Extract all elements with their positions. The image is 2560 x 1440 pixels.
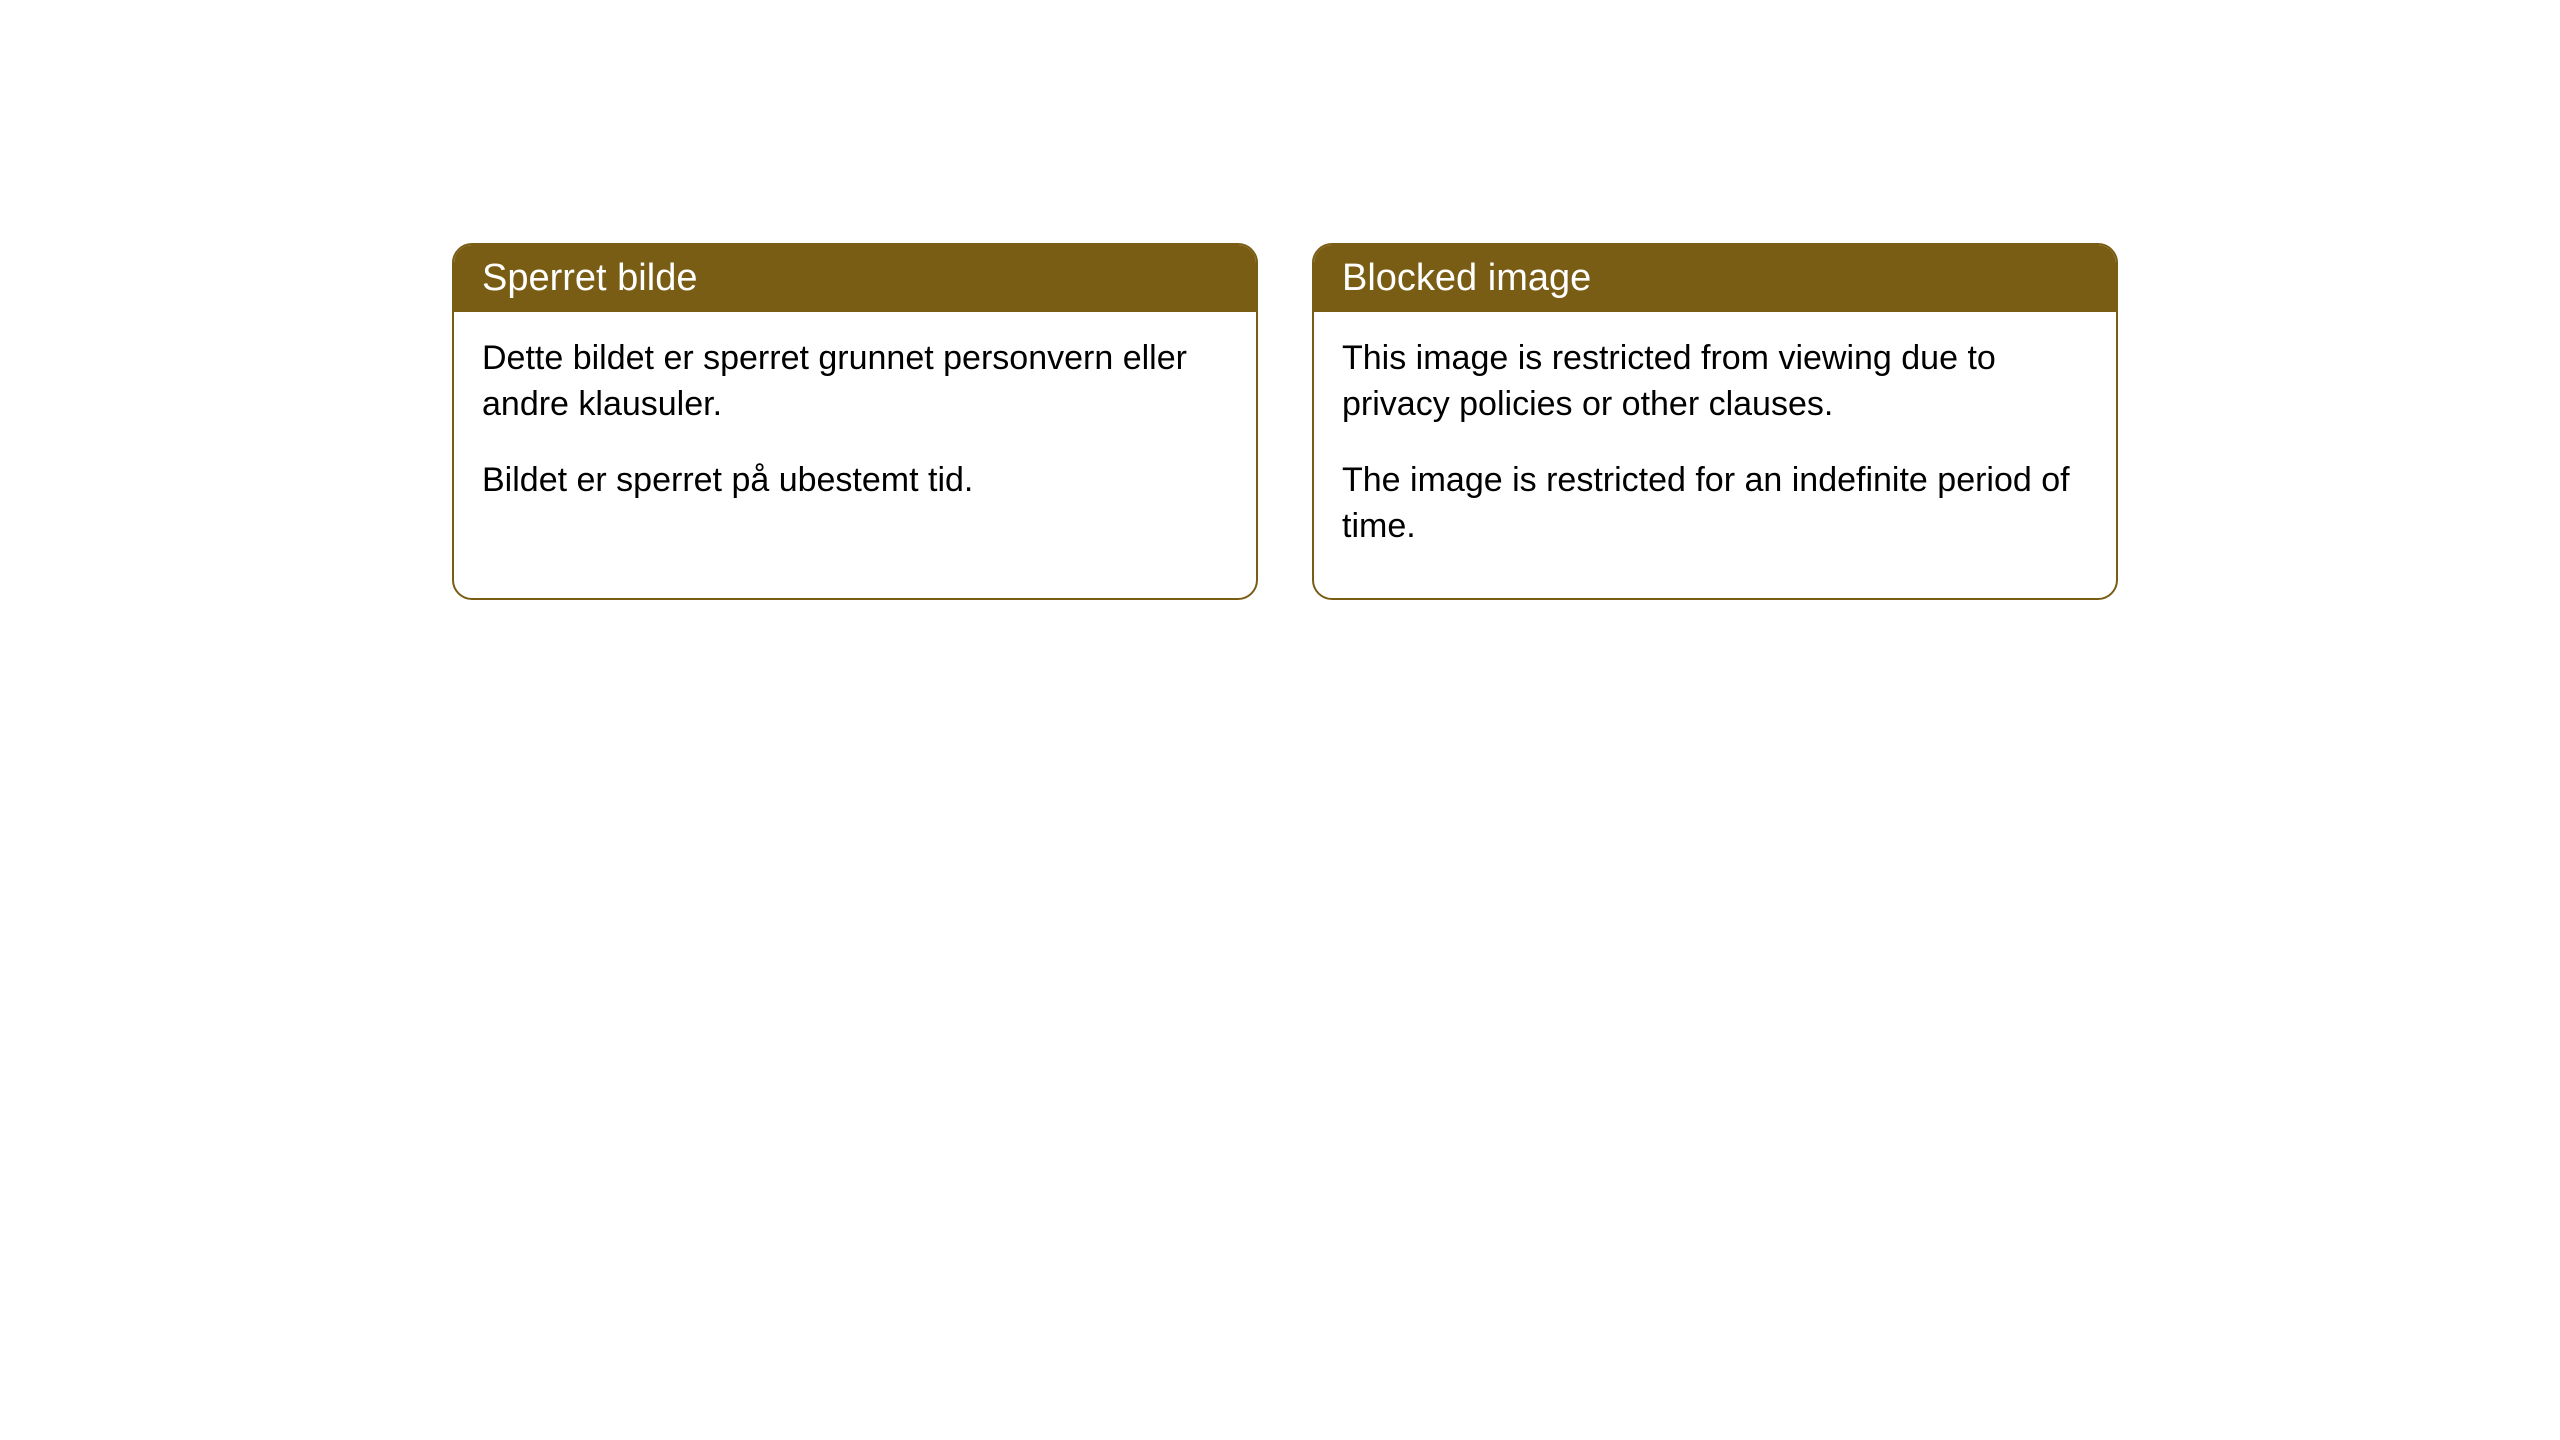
- card-title: Sperret bilde: [482, 257, 697, 299]
- card-paragraph-1: Dette bildet er sperret grunnet personve…: [482, 336, 1228, 428]
- card-paragraph-2: Bildet er sperret på ubestemt tid.: [482, 458, 1228, 504]
- notice-cards-container: Sperret bilde Dette bildet er sperret gr…: [452, 243, 2118, 600]
- card-header-english: Blocked image: [1314, 245, 2116, 312]
- card-body-norwegian: Dette bildet er sperret grunnet personve…: [454, 312, 1256, 552]
- card-body-english: This image is restricted from viewing du…: [1314, 312, 2116, 598]
- card-header-norwegian: Sperret bilde: [454, 245, 1256, 312]
- blocked-image-card-english: Blocked image This image is restricted f…: [1312, 243, 2118, 600]
- card-paragraph-1: This image is restricted from viewing du…: [1342, 336, 2088, 428]
- blocked-image-card-norwegian: Sperret bilde Dette bildet er sperret gr…: [452, 243, 1258, 600]
- card-title: Blocked image: [1342, 257, 1591, 299]
- card-paragraph-2: The image is restricted for an indefinit…: [1342, 458, 2088, 550]
